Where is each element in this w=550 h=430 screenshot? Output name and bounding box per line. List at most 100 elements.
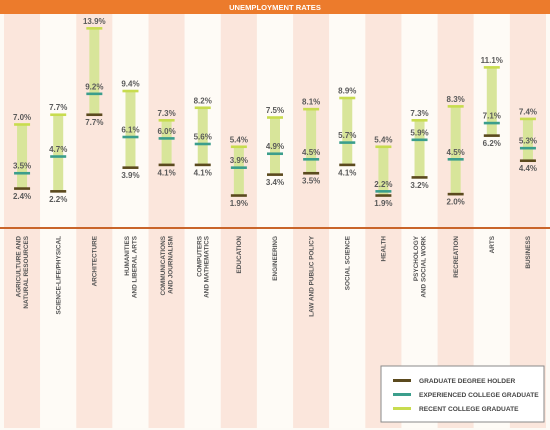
graduate-degree-mark xyxy=(86,113,103,117)
legend-label: EXPERIENCED COLLEGE GRADUATE xyxy=(419,392,539,399)
experienced-value-label: 6.0% xyxy=(157,127,175,136)
experienced-value-label: 4.5% xyxy=(447,148,465,157)
category-label-line: RECREATION xyxy=(453,236,460,278)
category-label-line: HEALTH xyxy=(381,236,388,262)
category-label-line: AND LIBERAL ARTS xyxy=(131,235,138,298)
recent-value-label: 8.1% xyxy=(302,98,320,107)
column-bands xyxy=(4,14,546,428)
experienced-graduate-mark xyxy=(375,190,392,193)
recent-graduate-mark xyxy=(158,119,175,122)
experienced-graduate-mark xyxy=(158,137,175,140)
graduate-value-label: 2.0% xyxy=(447,198,465,207)
range-bar xyxy=(161,120,172,165)
graduate-value-label: 2.4% xyxy=(13,192,31,201)
recent-value-label: 7.3% xyxy=(157,109,175,118)
graduate-degree-mark xyxy=(122,166,139,169)
graduate-value-label: 1.9% xyxy=(374,199,392,208)
range-bar xyxy=(450,106,461,195)
recent-value-label: 5.4% xyxy=(374,135,392,144)
recent-value-label: 8.2% xyxy=(194,96,212,105)
recent-value-label: 8.3% xyxy=(447,95,465,104)
legend-swatch xyxy=(393,393,411,396)
category-label-line: ENGINEERING xyxy=(272,236,279,281)
graduate-degree-mark xyxy=(267,173,283,176)
recent-value-label: 9.4% xyxy=(121,80,139,89)
experienced-graduate-mark xyxy=(50,155,67,158)
recent-graduate-mark xyxy=(519,117,536,121)
range-marks: 7.0% 3.5% 2.4% 7.7% 4.7% 2.2% 13.9% 9.2% 7.7% 9.4… xyxy=(13,17,537,208)
recent-graduate-mark xyxy=(339,96,356,100)
experienced-value-label: 5.9% xyxy=(410,128,428,137)
range-bar xyxy=(486,67,497,136)
category-label-line: AND JOURNALISM xyxy=(167,236,174,294)
graduate-value-label: 4.4% xyxy=(519,164,537,173)
category-label-line: LAW AND PUBLIC POLICY xyxy=(308,235,315,316)
category-label: BUSINESS xyxy=(525,235,532,268)
experienced-value-label: 9.2% xyxy=(85,82,103,91)
recent-graduate-mark xyxy=(122,89,139,93)
range-bar xyxy=(53,114,64,192)
category-label-line: AND MATHEMATICS xyxy=(204,235,211,298)
recent-value-label: 7.5% xyxy=(266,106,284,115)
category-label-line: ARCHITECTURE xyxy=(92,235,99,286)
category-label-line: SOCIAL SCIENCE xyxy=(344,235,351,290)
category-label-line: COMPUTERS xyxy=(196,235,203,277)
range-bar xyxy=(197,107,208,165)
recent-value-label: 13.9% xyxy=(83,17,106,26)
column-band xyxy=(220,14,257,428)
range-bar xyxy=(306,109,317,174)
range-bar xyxy=(89,28,100,115)
recent-graduate-mark xyxy=(483,66,500,69)
graduate-value-label: 3.5% xyxy=(302,177,320,186)
graduate-degree-mark xyxy=(447,192,464,196)
recent-graduate-mark xyxy=(14,123,31,126)
graduate-value-label: 6.2% xyxy=(483,139,501,148)
column-band xyxy=(437,14,474,428)
range-bar xyxy=(342,98,353,165)
graduate-value-label: 3.2% xyxy=(410,181,428,190)
column-band xyxy=(256,14,294,428)
recent-graduate-mark xyxy=(267,116,283,119)
column-band xyxy=(4,14,41,428)
graduate-degree-mark xyxy=(483,134,500,137)
category-label-line: AGRICULTURE AND xyxy=(16,236,23,298)
graduate-value-label: 3.4% xyxy=(266,178,284,187)
experienced-value-label: 5.3% xyxy=(519,137,537,146)
category-label-line: COMMUNICATIONS xyxy=(160,235,167,295)
category-label: COMMUNICATIONSAND JOURNALISM xyxy=(160,235,174,295)
experienced-graduate-mark xyxy=(411,138,428,142)
graduate-degree-mark xyxy=(519,159,536,163)
range-bar xyxy=(414,120,425,178)
recent-value-label: 7.7% xyxy=(49,103,67,112)
graduate-value-label: 4.1% xyxy=(157,168,175,177)
recent-value-label: 7.4% xyxy=(519,107,537,116)
graduate-value-label: 4.1% xyxy=(194,168,212,177)
category-label-line: HUMANITIES xyxy=(124,235,131,276)
experienced-value-label: 3.5% xyxy=(13,162,31,171)
range-bar xyxy=(125,91,136,168)
category-label: ENGINEERING xyxy=(272,236,279,281)
range-bar xyxy=(270,117,280,175)
category-label: COMPUTERSAND MATHEMATICS xyxy=(196,235,210,298)
column-band xyxy=(40,14,77,428)
category-label-line: BUSINESS xyxy=(525,235,532,268)
graduate-degree-mark xyxy=(14,187,31,190)
legend-swatch xyxy=(393,379,411,382)
category-labels: AGRICULTURE ANDNATURAL RESOURCES SCIENCE-… xyxy=(16,235,532,316)
graduate-degree-mark xyxy=(158,163,175,167)
recent-value-label: 11.1% xyxy=(481,56,503,65)
legend-label: RECENT COLLEGE GRADUATE xyxy=(419,406,519,413)
category-label-line: ARTS xyxy=(489,235,496,253)
column-band xyxy=(148,14,185,428)
recent-graduate-mark xyxy=(230,145,247,149)
legend-label: GRADUATE DEGREE HOLDER xyxy=(419,378,515,385)
category-label-line: PSYCHOLOGY xyxy=(413,235,420,281)
category-label: HUMANITIESAND LIBERAL ARTS xyxy=(124,235,138,298)
graduate-value-label: 7.7% xyxy=(85,118,103,127)
graduate-degree-mark xyxy=(194,163,211,167)
graduate-value-label: 1.9% xyxy=(230,199,248,208)
range-bar xyxy=(233,146,244,196)
experienced-value-label: 5.7% xyxy=(338,131,356,140)
graduate-degree-mark xyxy=(411,176,428,179)
graduate-value-label: 2.2% xyxy=(49,195,67,204)
